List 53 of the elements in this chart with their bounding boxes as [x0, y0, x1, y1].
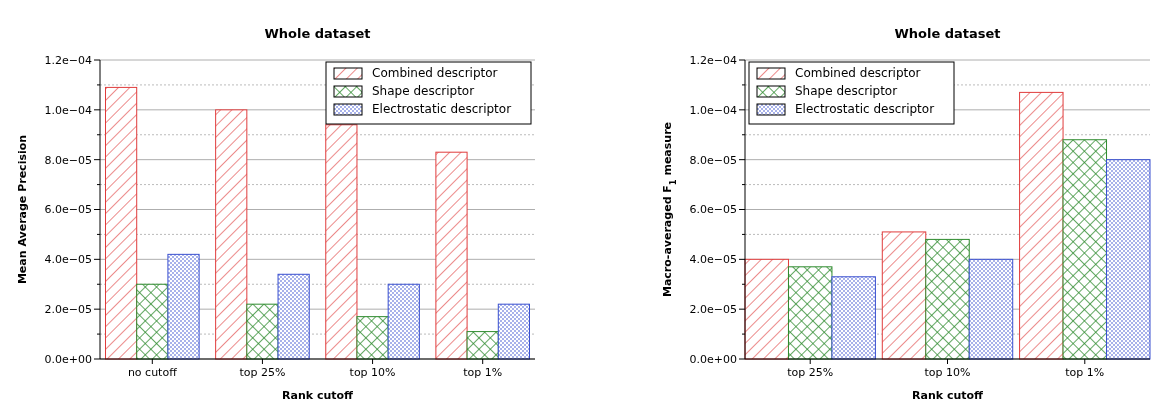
y-tick-label: 1.2e−04 — [44, 53, 92, 67]
legend-label: Combined descriptor — [372, 66, 498, 80]
x-tick-label: top 1% — [463, 366, 503, 379]
bar — [831, 276, 876, 360]
bar — [497, 303, 530, 360]
y-tick-label: 8.0e−05 — [44, 153, 92, 167]
x-tick-label: top 10% — [349, 366, 396, 379]
y-tick-label: 1.2e−04 — [689, 53, 737, 67]
y-tick-label: 6.0e−05 — [44, 203, 92, 217]
bar — [744, 258, 789, 360]
bar — [968, 258, 1014, 360]
bar — [356, 316, 389, 360]
y-tick-label: 2.0e−05 — [689, 303, 737, 317]
legend-label: Electrostatic descriptor — [372, 102, 512, 116]
bar — [1106, 159, 1151, 360]
y-tick-label: 0.0e+00 — [689, 352, 737, 366]
x-axis-title: Rank cutoff — [912, 389, 984, 402]
y-tick-label: 0.0e+00 — [44, 352, 92, 366]
y-tick-label: 8.0e−05 — [689, 153, 737, 167]
y-tick-label: 4.0e−05 — [44, 253, 92, 267]
bar — [881, 231, 927, 360]
bar — [435, 151, 468, 360]
bar — [167, 253, 200, 360]
y-tick-label: 6.0e−05 — [689, 203, 737, 217]
bar — [466, 331, 499, 360]
bar — [105, 86, 138, 360]
bar — [1019, 91, 1064, 360]
bar — [325, 124, 358, 360]
chart-title: Whole dataset — [264, 26, 371, 41]
legend-label: Electrostatic descriptor — [795, 102, 935, 116]
legend-label: Shape descriptor — [795, 84, 898, 98]
x-tick-label: top 25% — [239, 366, 286, 379]
bar — [277, 273, 310, 360]
bar — [925, 238, 970, 360]
x-tick-label: no cutoff — [127, 366, 178, 379]
legend-label: Combined descriptor — [795, 66, 921, 80]
legend-label: Shape descriptor — [372, 84, 475, 98]
x-tick-label: top 25% — [787, 366, 834, 379]
y-tick-label: 1.0e−04 — [689, 103, 737, 117]
y-tick-label: 4.0e−05 — [689, 253, 737, 267]
y-tick-label: 2.0e−05 — [44, 303, 92, 317]
bar — [1062, 139, 1108, 360]
bar — [215, 109, 248, 360]
chart-title: Whole dataset — [894, 26, 1001, 41]
bar — [136, 283, 169, 360]
y-axis-title: Mean Average Precision — [16, 134, 29, 285]
bar — [387, 283, 420, 360]
y-tick-label: 1.0e−04 — [44, 103, 92, 117]
bar — [246, 303, 279, 360]
x-tick-label: top 10% — [924, 366, 971, 379]
bar — [787, 266, 833, 360]
x-tick-label: top 1% — [1065, 366, 1105, 379]
x-axis-title: Rank cutoff — [282, 389, 354, 402]
